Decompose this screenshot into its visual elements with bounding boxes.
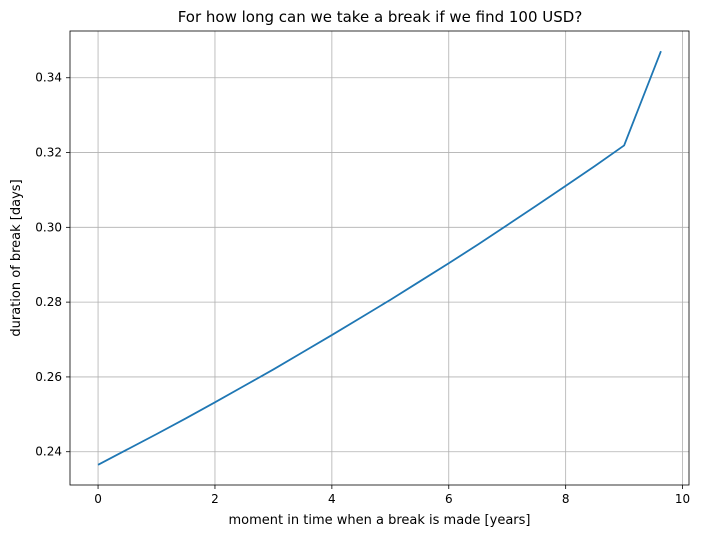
x-tick-label: 0 [94, 492, 102, 506]
y-tick-label: 0.26 [35, 370, 62, 384]
y-axis-ticks: 0.24 0.26 0.28 0.30 0.32 0.34 [35, 71, 70, 459]
x-tick-label: 4 [328, 492, 336, 506]
y-tick-label: 0.34 [35, 71, 62, 85]
x-tick-label: 8 [562, 492, 570, 506]
y-tick-label: 0.28 [35, 295, 62, 309]
y-axis-label: duration of break [days] [9, 179, 24, 336]
series-layer [97, 50, 662, 466]
plot-frame [69, 30, 690, 486]
x-axis-label: moment in time when a break is made [yea… [229, 513, 531, 528]
x-tick-label: 10 [675, 492, 690, 506]
y-tick-label: 0.32 [35, 146, 62, 160]
chart-title: For how long can we take a break if we f… [178, 8, 583, 26]
x-tick-label: 6 [445, 492, 453, 506]
series-line [97, 50, 662, 466]
y-tick-label: 0.30 [35, 220, 62, 234]
x-axis-ticks: 0 2 4 6 8 10 [94, 485, 690, 506]
x-tick-label: 2 [211, 492, 219, 506]
y-tick-label: 0.24 [35, 445, 62, 459]
grid [70, 31, 689, 485]
